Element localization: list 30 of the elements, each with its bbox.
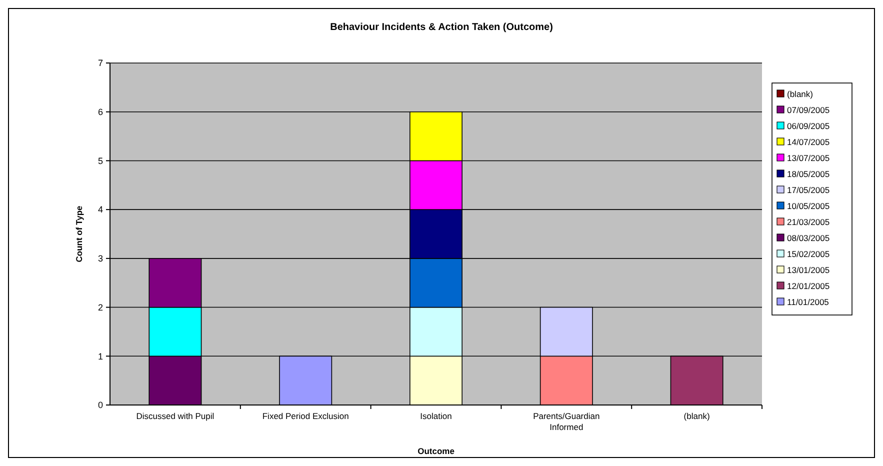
x-tick-label: Discussed with Pupil <box>136 411 214 421</box>
legend-label: 18/05/2005 <box>787 168 830 179</box>
legend-label: 07/09/2005 <box>787 104 830 115</box>
legend-label: 06/09/2005 <box>787 120 830 131</box>
legend-label: 14/07/2005 <box>787 136 830 147</box>
legend-label: 12/01/2005 <box>787 280 830 291</box>
y-axis-title: Count of Type <box>74 205 84 262</box>
y-tick-label: 0 <box>98 400 103 410</box>
legend-label: 21/03/2005 <box>787 216 830 227</box>
chart-title: Behaviour Incidents & Action Taken (Outcome) <box>330 22 553 33</box>
legend-label: 13/07/2005 <box>787 152 830 163</box>
y-tick-label: 2 <box>98 302 103 312</box>
x-tick-label: Parents/Guardian Informed <box>533 411 600 432</box>
legend-label: (blank) <box>787 88 814 99</box>
x-tick-label: Isolation <box>420 411 452 421</box>
legend-label: 13/01/2005 <box>787 264 830 275</box>
y-tick-label: 4 <box>98 204 103 215</box>
x-tick-label: Fixed Period Exclusion <box>262 411 350 421</box>
y-tick-label: 7 <box>98 58 103 68</box>
legend-label: 11/01/2005 <box>787 296 830 307</box>
y-tick-label: 6 <box>98 107 103 118</box>
legend-label: 17/05/2005 <box>787 184 830 195</box>
y-tick-label: 3 <box>98 254 103 264</box>
legend-label: 15/02/2005 <box>787 248 830 259</box>
legend-label: 10/05/2005 <box>787 200 830 211</box>
x-axis-title: Outcome <box>418 446 455 456</box>
y-tick-label: 1 <box>98 351 103 362</box>
y-tick-label: 5 <box>98 156 103 166</box>
x-tick-label: (blank) <box>684 411 710 421</box>
legend-label: 08/03/2005 <box>787 232 830 243</box>
